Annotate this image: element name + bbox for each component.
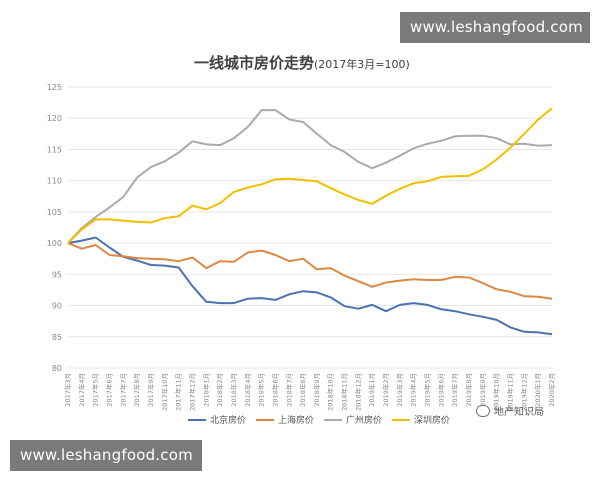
- series-layer: [67, 107, 553, 336]
- x-tick-label: 2018年11月: [340, 373, 349, 411]
- x-tick-label: 2018年9月: [312, 373, 321, 407]
- x-tick-label: 2017年6月: [104, 373, 113, 407]
- x-tick-label: 2019年3月: [395, 373, 404, 407]
- series-line-4: [67, 107, 553, 244]
- x-axis: 2017年3月 2017年4月 2017年5月 2017年6月 2017年7月 2017年…: [63, 373, 556, 411]
- x-tick-label: 2018年4月: [243, 373, 252, 407]
- y-tick-label: 115: [47, 145, 62, 154]
- y-tick-label: 95: [52, 270, 62, 279]
- x-tick-label: 2017年8月: [132, 373, 141, 407]
- y-tick-label: 100: [47, 239, 62, 248]
- legend-label-3: 广州房价: [346, 414, 382, 426]
- x-tick-label: 2019年11月: [506, 373, 515, 411]
- x-tick-label: 2017年3月: [63, 373, 72, 407]
- x-tick-label: 2019年4月: [409, 373, 418, 407]
- x-tick-label: 2018年10月: [326, 373, 335, 411]
- x-tick-label: 2020年1月: [533, 373, 542, 407]
- x-tick-label: 2017年5月: [91, 373, 100, 407]
- x-tick-label: 2018年12月: [353, 373, 362, 411]
- legend-label-2: 上海房价: [278, 414, 314, 426]
- watermark-bottom: www.leshangfood.com: [10, 440, 202, 471]
- x-tick-label: 2019年5月: [423, 373, 432, 407]
- x-tick-label: 2017年12月: [187, 373, 196, 411]
- y-axis: 80 85 90 95 100 105 110 115 120 125: [47, 83, 62, 373]
- x-tick-label: 2017年7月: [118, 373, 127, 407]
- x-tick-label: 2017年4月: [77, 373, 86, 407]
- y-tick-label: 105: [47, 208, 62, 217]
- chart-title: 一线城市房价走势(2017年3月=100): [194, 54, 410, 72]
- x-tick-label: 2017年10月: [160, 373, 169, 411]
- series-line-3: [67, 109, 553, 244]
- y-tick-label: 110: [47, 177, 62, 186]
- series-line-2: [67, 242, 553, 300]
- source-label: 地产知识局: [494, 407, 544, 418]
- x-tick-label: 2019年12月: [519, 373, 528, 411]
- x-tick-label: 2018年5月: [257, 373, 266, 407]
- y-tick-label: 80: [52, 364, 62, 373]
- source-tag: 地产知识局: [476, 403, 544, 418]
- x-tick-label: 2019年9月: [478, 373, 487, 407]
- y-tick-label: 120: [47, 114, 62, 123]
- x-tick-label: 2019年10月: [492, 373, 501, 411]
- x-tick-label: 2018年1月: [201, 373, 210, 407]
- x-tick-label: 2020年2月: [547, 373, 556, 407]
- legend: 北京房价 上海房价 广州房价 深圳房价: [188, 414, 450, 426]
- x-tick-label: 2018年6月: [270, 373, 279, 407]
- x-tick-label: 2019年7月: [450, 373, 459, 407]
- x-tick-label: 2019年2月: [381, 373, 390, 407]
- x-tick-label: 2018年2月: [215, 373, 224, 407]
- wechat-icon: [476, 404, 490, 417]
- x-tick-label: 2017年9月: [146, 373, 155, 407]
- x-tick-label: 2019年8月: [464, 373, 473, 407]
- legend-label-4: 深圳房价: [414, 414, 450, 426]
- x-tick-label: 2018年3月: [229, 373, 238, 407]
- x-tick-label: 2019年1月: [367, 373, 376, 407]
- legend-label-1: 北京房价: [210, 414, 246, 426]
- series-line-1: [67, 236, 553, 336]
- x-tick-label: 2017年11月: [174, 373, 183, 411]
- watermark-top: www.leshangfood.com: [400, 12, 590, 43]
- x-tick-label: 2018年7月: [284, 373, 293, 407]
- chart-title-main: 一线城市房价走势: [194, 54, 314, 72]
- chart-subtitle: (2017年3月=100): [314, 57, 410, 71]
- y-tick-label: 125: [47, 83, 62, 92]
- x-tick-label: 2018年8月: [298, 373, 307, 407]
- y-tick-label: 90: [52, 302, 62, 311]
- y-tick-label: 85: [52, 333, 62, 342]
- x-tick-label: 2019年6月: [436, 373, 445, 407]
